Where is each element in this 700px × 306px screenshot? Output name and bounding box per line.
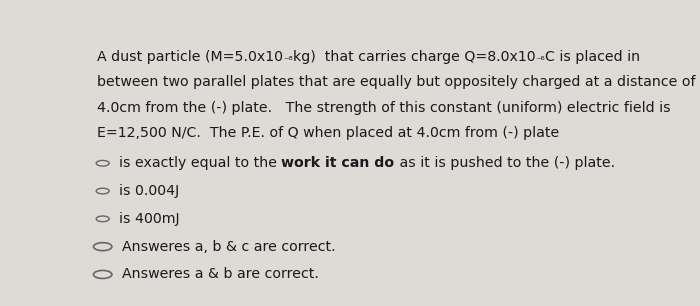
Text: A dust particle (M=5.0x10: A dust particle (M=5.0x10 <box>97 50 284 64</box>
Text: Answeres a & b are correct.: Answeres a & b are correct. <box>122 267 318 282</box>
Text: ⁻⁶: ⁻⁶ <box>536 56 545 65</box>
Text: E=12,500 N/C.  The P.E. of Q when placed at 4.0cm from (-) plate: E=12,500 N/C. The P.E. of Q when placed … <box>97 126 559 140</box>
Text: work it can do: work it can do <box>281 156 395 170</box>
Text: is 0.004J: is 0.004J <box>119 184 179 198</box>
Text: is exactly equal to the: is exactly equal to the <box>119 156 281 170</box>
Text: 4.0cm from the (-) plate.   The strength of this constant (uniform) electric fie: 4.0cm from the (-) plate. The strength o… <box>97 101 671 114</box>
Text: as it is pushed to the (-) plate.: as it is pushed to the (-) plate. <box>395 156 615 170</box>
Text: Answeres a, b & c are correct.: Answeres a, b & c are correct. <box>122 240 335 254</box>
Text: is 400mJ: is 400mJ <box>119 212 180 226</box>
Text: C is placed in: C is placed in <box>545 50 641 64</box>
Text: ⁻⁸: ⁻⁸ <box>284 56 293 65</box>
Text: between two parallel plates that are equally but oppositely charged at a distanc: between two parallel plates that are equ… <box>97 75 696 89</box>
Text: kg)  that carries charge Q=8.0x10: kg) that carries charge Q=8.0x10 <box>293 50 536 64</box>
